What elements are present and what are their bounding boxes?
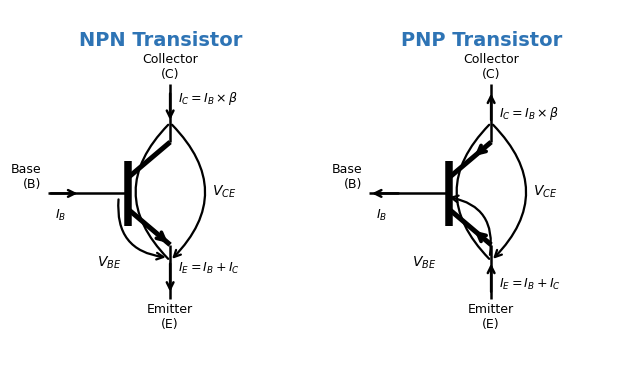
Text: $V_{BE}$: $V_{BE}$	[412, 254, 436, 271]
FancyArrowPatch shape	[493, 125, 526, 257]
FancyArrowPatch shape	[118, 199, 163, 260]
Text: Base
(B): Base (B)	[332, 163, 363, 191]
FancyArrowPatch shape	[172, 125, 205, 257]
Text: $I_C = I_B \times \beta$: $I_C = I_B \times \beta$	[178, 90, 239, 107]
Text: $V_{BE}$: $V_{BE}$	[97, 254, 121, 271]
Text: $V_{CE}$: $V_{CE}$	[212, 184, 236, 200]
FancyArrowPatch shape	[451, 196, 491, 255]
Text: $I_C = I_B \times \beta$: $I_C = I_B \times \beta$	[499, 105, 560, 122]
FancyArrowPatch shape	[456, 125, 489, 259]
Text: $I_E = I_B + I_C$: $I_E = I_B + I_C$	[499, 278, 561, 292]
Text: Emitter
(E): Emitter (E)	[147, 303, 193, 331]
Text: Collector
(C): Collector (C)	[143, 53, 198, 81]
Text: Base
(B): Base (B)	[11, 163, 42, 191]
Text: $I_B$: $I_B$	[376, 208, 388, 223]
Text: Emitter
(E): Emitter (E)	[468, 303, 514, 331]
FancyArrowPatch shape	[135, 125, 168, 259]
Text: $I_B$: $I_B$	[55, 208, 67, 223]
Text: Collector
(C): Collector (C)	[464, 53, 519, 81]
Text: $I_E = I_B + I_C$: $I_E = I_B + I_C$	[178, 261, 240, 276]
Text: $V_{CE}$: $V_{CE}$	[533, 184, 557, 200]
Text: PNP Transistor: PNP Transistor	[401, 31, 562, 50]
Text: NPN Transistor: NPN Transistor	[79, 31, 242, 50]
